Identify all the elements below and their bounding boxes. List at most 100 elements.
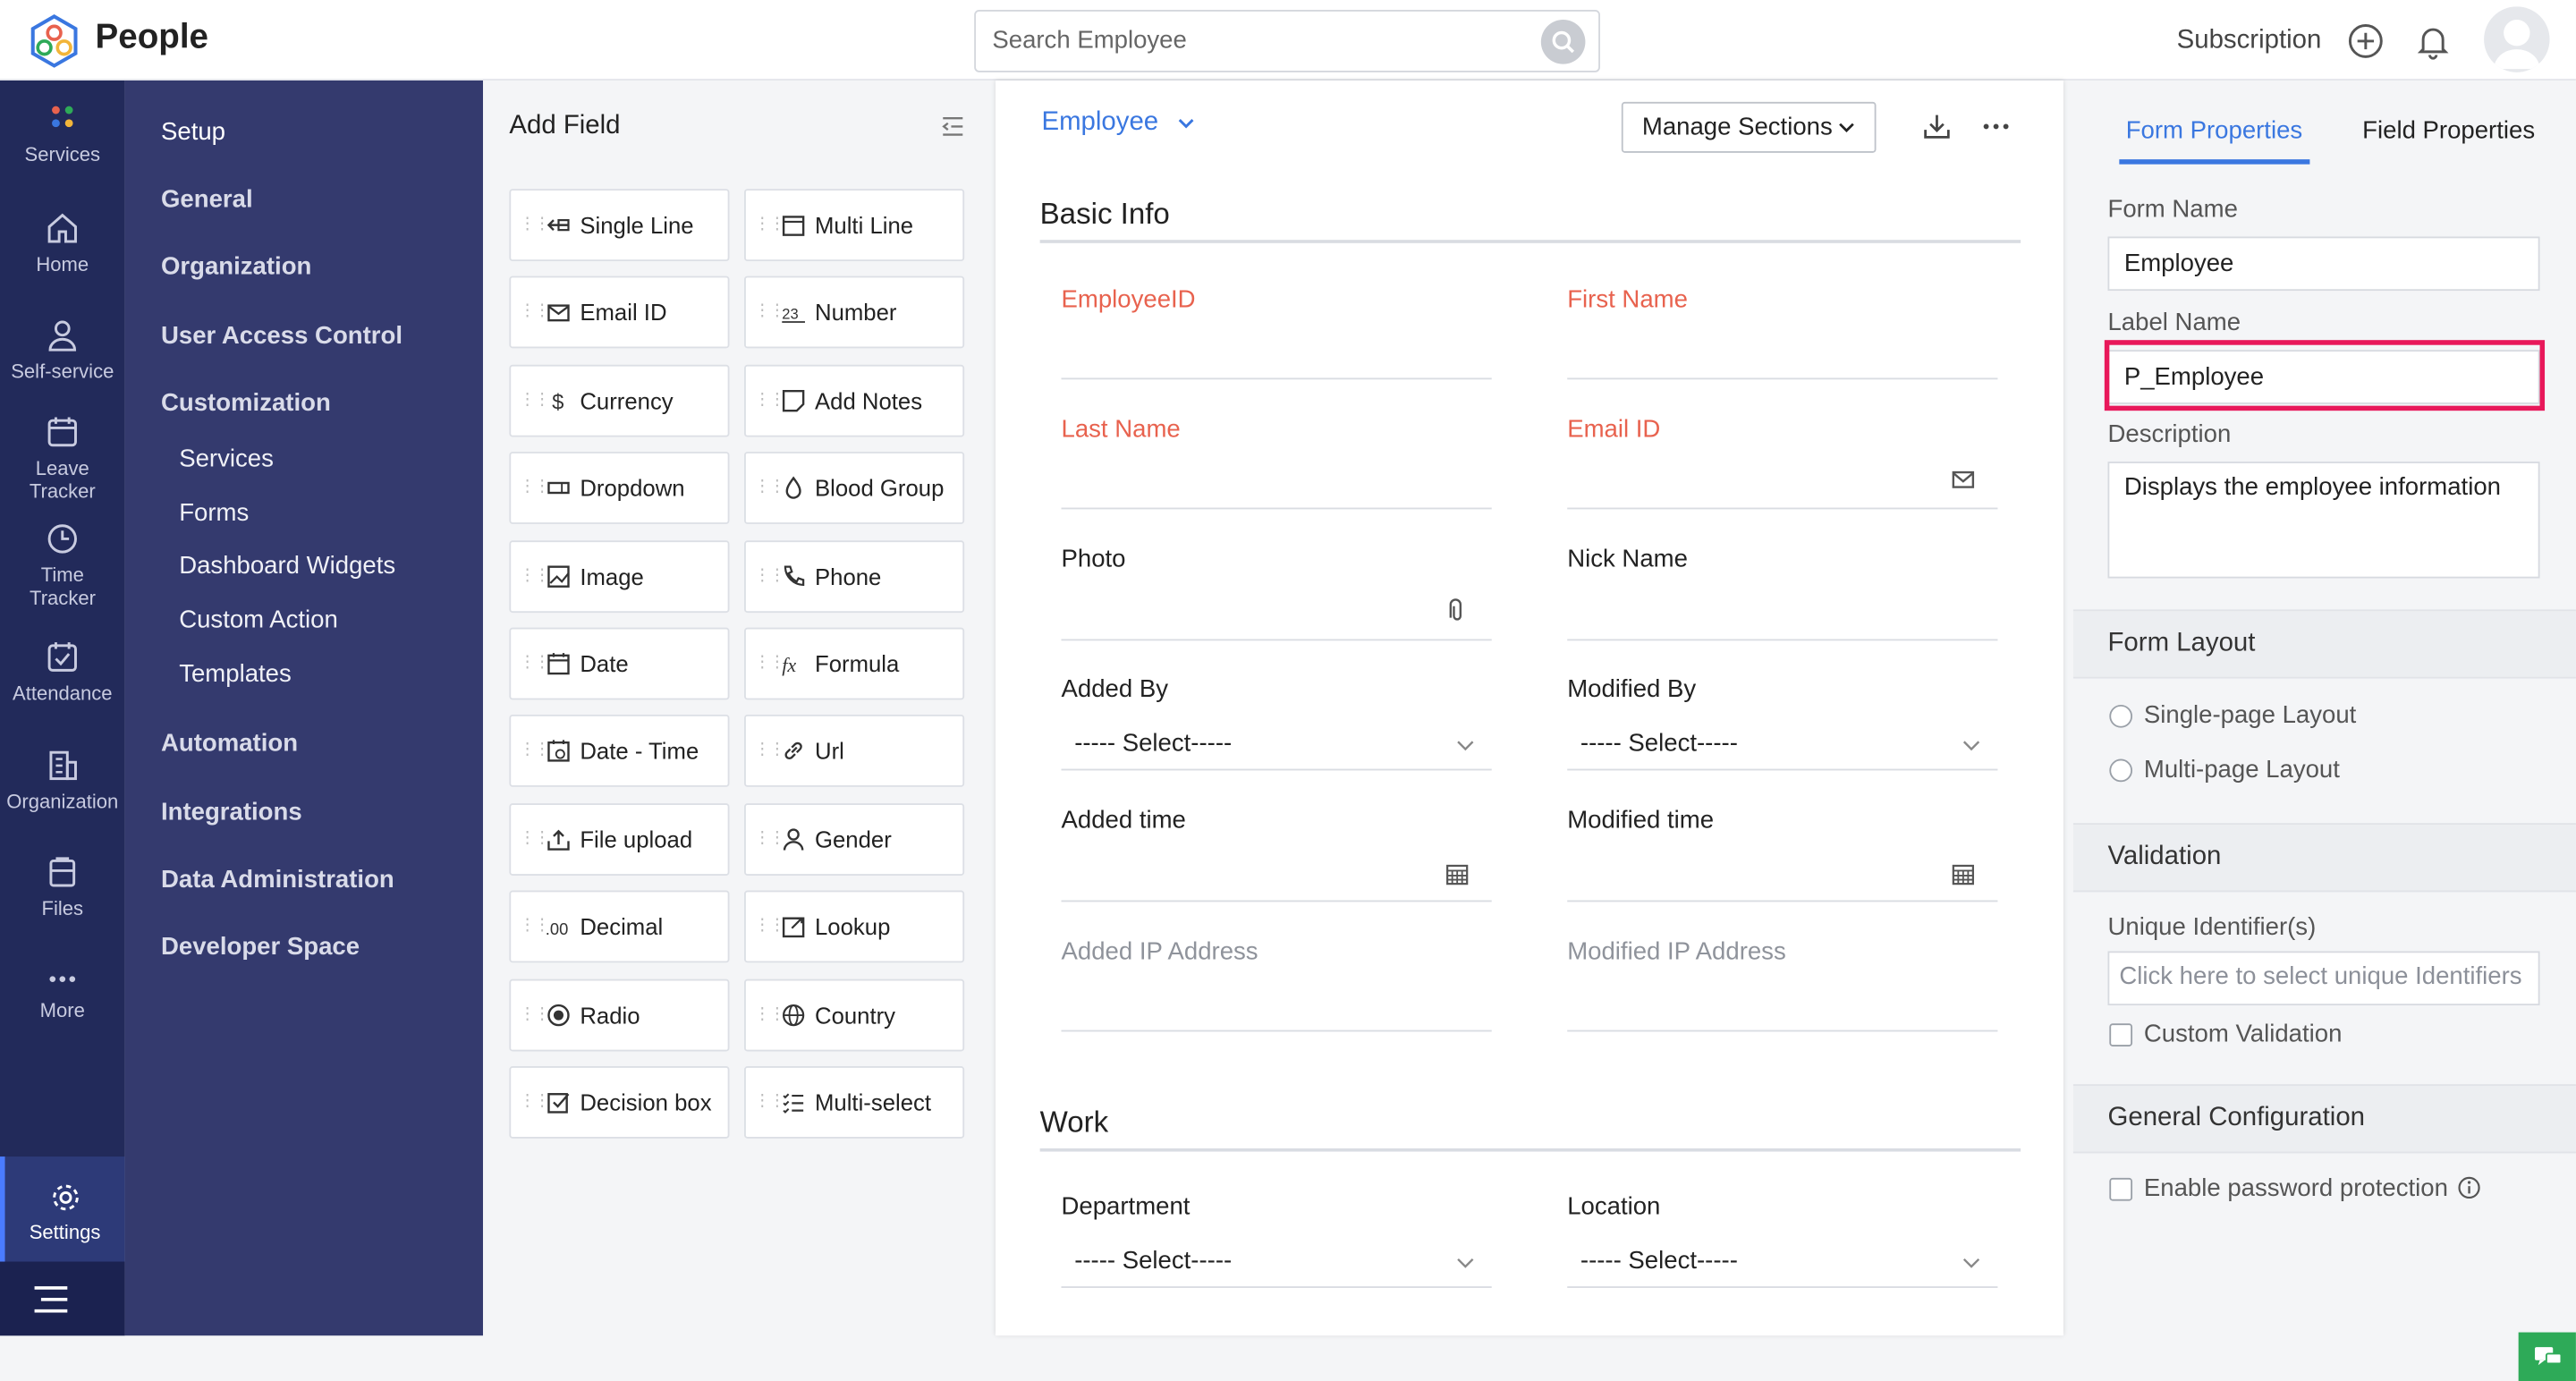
field-label-modified-by[interactable]: Modified By [1567, 674, 1697, 704]
sidebar-sub-custom-action[interactable]: Custom Action [179, 606, 338, 634]
sidebar-sub-services[interactable]: Services [179, 445, 274, 473]
sidebar-item-customization[interactable]: Customization [160, 389, 331, 418]
sidebar-item-developer-space[interactable]: Developer Space [160, 933, 360, 962]
field-tile-lookup[interactable]: ⋮⋮ Lookup [744, 890, 965, 963]
field-tile-gender[interactable]: ⋮⋮ Gender [744, 802, 965, 876]
people-logo[interactable] [26, 13, 81, 69]
field-label-added-by[interactable]: Added By [1061, 674, 1168, 704]
subscription-link[interactable]: Subscription [2176, 26, 2322, 55]
drag-handle-icon[interactable]: ⋮⋮ [519, 1092, 550, 1111]
label-name-field[interactable]: P_Employee [2107, 350, 2540, 404]
sidebar-item-organization[interactable]: Organization [160, 252, 312, 282]
drag-handle-icon[interactable]: ⋮⋮ [519, 215, 550, 233]
drag-handle-icon[interactable]: ⋮⋮ [519, 1004, 550, 1023]
radio-multi-page[interactable] [2109, 758, 2133, 783]
tab-form-properties[interactable]: Form Properties [2125, 116, 2303, 145]
general-config-header[interactable]: General Configuration [2072, 1084, 2576, 1154]
more-options-icon[interactable] [1981, 112, 2011, 141]
field-tile-number[interactable]: ⋮⋮ 23 Number [744, 276, 965, 350]
drag-handle-icon[interactable]: ⋮⋮ [519, 478, 550, 497]
field-tile-email-id[interactable]: ⋮⋮ Email ID [509, 276, 730, 350]
field-tile-decimal[interactable]: ⋮⋮ .00 Decimal [509, 890, 730, 963]
drag-handle-icon[interactable]: ⋮⋮ [754, 390, 785, 409]
drag-handle-icon[interactable]: ⋮⋮ [519, 390, 550, 409]
field-tile-url[interactable]: ⋮⋮ Url [744, 715, 965, 788]
add-circle-icon[interactable] [2346, 21, 2385, 61]
custom-validation-checkbox[interactable] [2109, 1023, 2133, 1046]
field-label-nick-name[interactable]: Nick Name [1567, 545, 1688, 574]
field-tile-multi-select[interactable]: ⋮⋮ Multi-select [744, 1066, 965, 1139]
nav-leave-tracker[interactable]: Leave Tracker [0, 414, 125, 503]
drag-handle-icon[interactable]: ⋮⋮ [754, 302, 785, 321]
description-field[interactable]: Displays the employee information [2107, 462, 2540, 579]
field-label-email-id[interactable]: Email ID [1567, 415, 1661, 444]
field-label-modified-time[interactable]: Modified time [1567, 806, 1715, 835]
nav-files[interactable]: Files [0, 854, 125, 920]
drag-handle-icon[interactable]: ⋮⋮ [519, 302, 550, 321]
field-label-modified-ip[interactable]: Modified IP Address [1567, 937, 1786, 966]
sidebar-sub-dashboard-widgets[interactable]: Dashboard Widgets [179, 552, 396, 580]
nav-more[interactable]: More [0, 966, 125, 1021]
field-label-last-name[interactable]: Last Name [1061, 415, 1181, 444]
form-layout-header[interactable]: Form Layout [2072, 609, 2576, 679]
password-protection-checkbox[interactable] [2109, 1177, 2133, 1201]
password-protection-label[interactable]: Enable password protection [2144, 1174, 2481, 1202]
multi-page-layout-label[interactable]: Multi-page Layout [2143, 755, 2340, 784]
sidebar-item-setup[interactable]: Setup [160, 118, 226, 147]
info-icon[interactable] [2458, 1176, 2481, 1199]
manage-sections-button[interactable]: Manage Sections [1621, 101, 1877, 153]
sidebar-item-automation[interactable]: Automation [160, 729, 299, 758]
field-tile-image[interactable]: ⋮⋮ Image [509, 539, 730, 613]
tab-field-properties[interactable]: Field Properties [2362, 116, 2536, 145]
nav-services[interactable]: Services [0, 104, 125, 166]
form-selector[interactable]: Employee [1041, 108, 1195, 138]
field-tile-country[interactable]: ⋮⋮ Country [744, 978, 965, 1051]
drag-handle-icon[interactable]: ⋮⋮ [754, 829, 785, 848]
nav-attendance[interactable]: Attendance [0, 639, 125, 705]
nav-time-tracker[interactable]: Time Tracker [0, 521, 125, 609]
field-tile-formula[interactable]: ⋮⋮ fx Formula [744, 627, 965, 700]
sidebar-item-data-administration[interactable]: Data Administration [160, 865, 394, 894]
field-tile-phone[interactable]: ⋮⋮ Phone [744, 539, 965, 613]
field-tile-decision-box[interactable]: ⋮⋮ Decision box [509, 1066, 730, 1139]
form-name-field[interactable]: Employee [2107, 236, 2540, 292]
field-tile-single-line[interactable]: ⋮⋮ Single Line [509, 189, 730, 262]
drag-handle-icon[interactable]: ⋮⋮ [519, 565, 550, 585]
drag-handle-icon[interactable]: ⋮⋮ [519, 654, 550, 673]
unique-identifiers-field[interactable]: Click here to select unique Identifiers [2107, 951, 2540, 1006]
collapse-panel-icon[interactable] [941, 116, 964, 136]
field-tile-add-notes[interactable]: ⋮⋮ Add Notes [744, 364, 965, 437]
nav-home[interactable]: Home [0, 210, 125, 276]
field-tile-blood-group[interactable]: ⋮⋮ Blood Group [744, 452, 965, 525]
nav-organization[interactable]: Organization [0, 748, 125, 813]
drag-handle-icon[interactable]: ⋮⋮ [519, 917, 550, 936]
drag-handle-icon[interactable]: ⋮⋮ [754, 215, 785, 233]
field-label-department[interactable]: Department [1061, 1192, 1191, 1221]
field-label-location[interactable]: Location [1567, 1192, 1661, 1221]
select-placeholder[interactable]: ----- Select----- [1580, 1247, 1738, 1275]
sidebar-sub-templates[interactable]: Templates [179, 660, 292, 689]
bell-icon[interactable] [2413, 21, 2453, 61]
drag-handle-icon[interactable]: ⋮⋮ [754, 1004, 785, 1023]
drag-handle-icon[interactable]: ⋮⋮ [519, 741, 550, 760]
field-label-added-ip[interactable]: Added IP Address [1061, 937, 1258, 966]
field-label-employee-id[interactable]: EmployeeID [1061, 285, 1196, 314]
radio-single-page[interactable] [2109, 704, 2133, 728]
drag-handle-icon[interactable]: ⋮⋮ [754, 478, 785, 497]
select-placeholder[interactable]: ----- Select----- [1580, 729, 1738, 758]
search-input[interactable] [992, 26, 1519, 55]
drag-handle-icon[interactable]: ⋮⋮ [754, 1092, 785, 1111]
field-tile-date[interactable]: ⋮⋮ Date [509, 627, 730, 700]
custom-validation-label[interactable]: Custom Validation [2143, 1020, 2343, 1048]
select-placeholder[interactable]: ----- Select----- [1074, 729, 1233, 758]
field-tile-currency[interactable]: ⋮⋮ $ Currency [509, 364, 730, 437]
nav-settings[interactable]: Settings [0, 1156, 125, 1262]
sidebar-item-user-access-control[interactable]: User Access Control [160, 321, 402, 351]
drag-handle-icon[interactable]: ⋮⋮ [754, 654, 785, 673]
download-icon[interactable] [1922, 112, 1952, 141]
field-label-first-name[interactable]: First Name [1567, 285, 1688, 314]
drag-handle-icon[interactable]: ⋮⋮ [754, 741, 785, 760]
field-tile-dropdown[interactable]: ⋮⋮ Dropdown [509, 452, 730, 525]
sidebar-sub-forms[interactable]: Forms [179, 499, 250, 528]
select-placeholder[interactable]: ----- Select----- [1074, 1247, 1233, 1275]
